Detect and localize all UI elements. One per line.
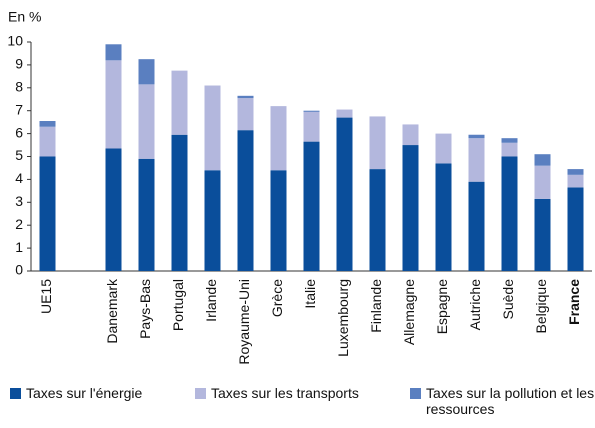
y-tick-label: 1 (15, 239, 23, 255)
bar-segment (39, 121, 56, 127)
bar-segment (534, 154, 551, 166)
x-tick-label: Danemark (104, 278, 120, 344)
x-tick-label: Espagne (434, 279, 450, 334)
bar-segment (435, 163, 452, 271)
bar-segment (336, 109, 353, 118)
legend-label: Taxes sur l'énergie (26, 385, 143, 401)
y-tick-label: 6 (15, 124, 23, 140)
x-tick-label: UE15 (38, 279, 54, 314)
y-tick-label: 7 (15, 101, 23, 117)
bar-segment (501, 138, 518, 143)
x-tick-label: Suède (500, 279, 516, 320)
bar-segment (39, 156, 56, 271)
bar-segment (336, 117, 353, 271)
bar-segment (204, 85, 221, 171)
x-tick-label: Autriche (467, 279, 483, 331)
y-tick-label: 3 (15, 193, 23, 209)
x-tick-label: Luxembourg (335, 279, 351, 357)
bar-segment (138, 84, 155, 159)
y-tick-label: 10 (7, 33, 23, 49)
x-tick-label: Belgique (533, 279, 549, 334)
x-tick-label: France (566, 279, 582, 325)
y-tick-label: 0 (15, 262, 23, 278)
x-tick-label: Grèce (269, 279, 285, 317)
x-tick-label: Allemagne (401, 279, 417, 345)
bar-segment (105, 148, 122, 271)
legend-label: Taxes sur les transports (211, 385, 359, 401)
legend-label: Taxes sur la pollution et les ressources (426, 385, 595, 417)
bar-segment (501, 156, 518, 271)
bar-segment (567, 187, 584, 271)
bar-segment (270, 106, 287, 171)
bar-segment (567, 174, 584, 188)
y-tick-label: 8 (15, 79, 23, 95)
bar-segment (534, 165, 551, 199)
legend-item: Taxes sur la pollution et les ressources (410, 385, 595, 417)
bar-segment (171, 70, 188, 135)
legend-item: Taxes sur les transports (195, 385, 405, 401)
bar-segment (369, 116, 386, 170)
y-tick-label: 5 (15, 147, 23, 163)
legend-item: Taxes sur l'énergie (10, 385, 190, 401)
bar-segment (369, 169, 386, 271)
chart: En % 0 1 2 3 4 5 6 7 8 9 10 UE15 Danemark Pays-Bas Por… (7, 9, 592, 365)
y-tick-label: 9 (15, 56, 23, 72)
bar-segment (468, 134, 485, 139)
bar-segment (303, 110, 320, 112)
bar-segment (402, 124, 419, 146)
x-tick-label: Finlande (368, 279, 384, 333)
bar-segment (567, 169, 584, 175)
bar-segment (501, 142, 518, 157)
legend-swatch (10, 388, 21, 399)
chart-title: En % (8, 9, 41, 25)
x-tick-label: Portugal (170, 279, 186, 331)
bar-segment (138, 59, 155, 85)
bar-segment (105, 44, 122, 61)
x-tick-label: Royaume-Uni (236, 279, 252, 365)
bar-segment (204, 170, 221, 271)
bar-segment (138, 158, 155, 271)
legend-swatch (410, 388, 421, 399)
bar-segment (105, 60, 122, 149)
bar-segment (237, 95, 254, 99)
bar-segment (303, 141, 320, 271)
x-tick-label: Pays-Bas (137, 279, 153, 339)
legend-swatch (195, 388, 206, 399)
y-tick-label: 2 (15, 216, 23, 232)
x-tick-label: Italie (302, 279, 318, 309)
bar-segment (402, 145, 419, 271)
bar-segment (468, 138, 485, 182)
bar-segment (270, 170, 287, 271)
bar-segment (237, 98, 254, 131)
bar-segment (468, 181, 485, 271)
bar-segment (237, 130, 254, 271)
bar-segment (171, 134, 188, 271)
y-tick-label: 4 (15, 170, 23, 186)
bar-segment (303, 111, 320, 142)
bar-segment (435, 133, 452, 164)
bar-segment (534, 198, 551, 271)
bar-segment (39, 126, 56, 157)
x-tick-label: Irlande (203, 279, 219, 322)
